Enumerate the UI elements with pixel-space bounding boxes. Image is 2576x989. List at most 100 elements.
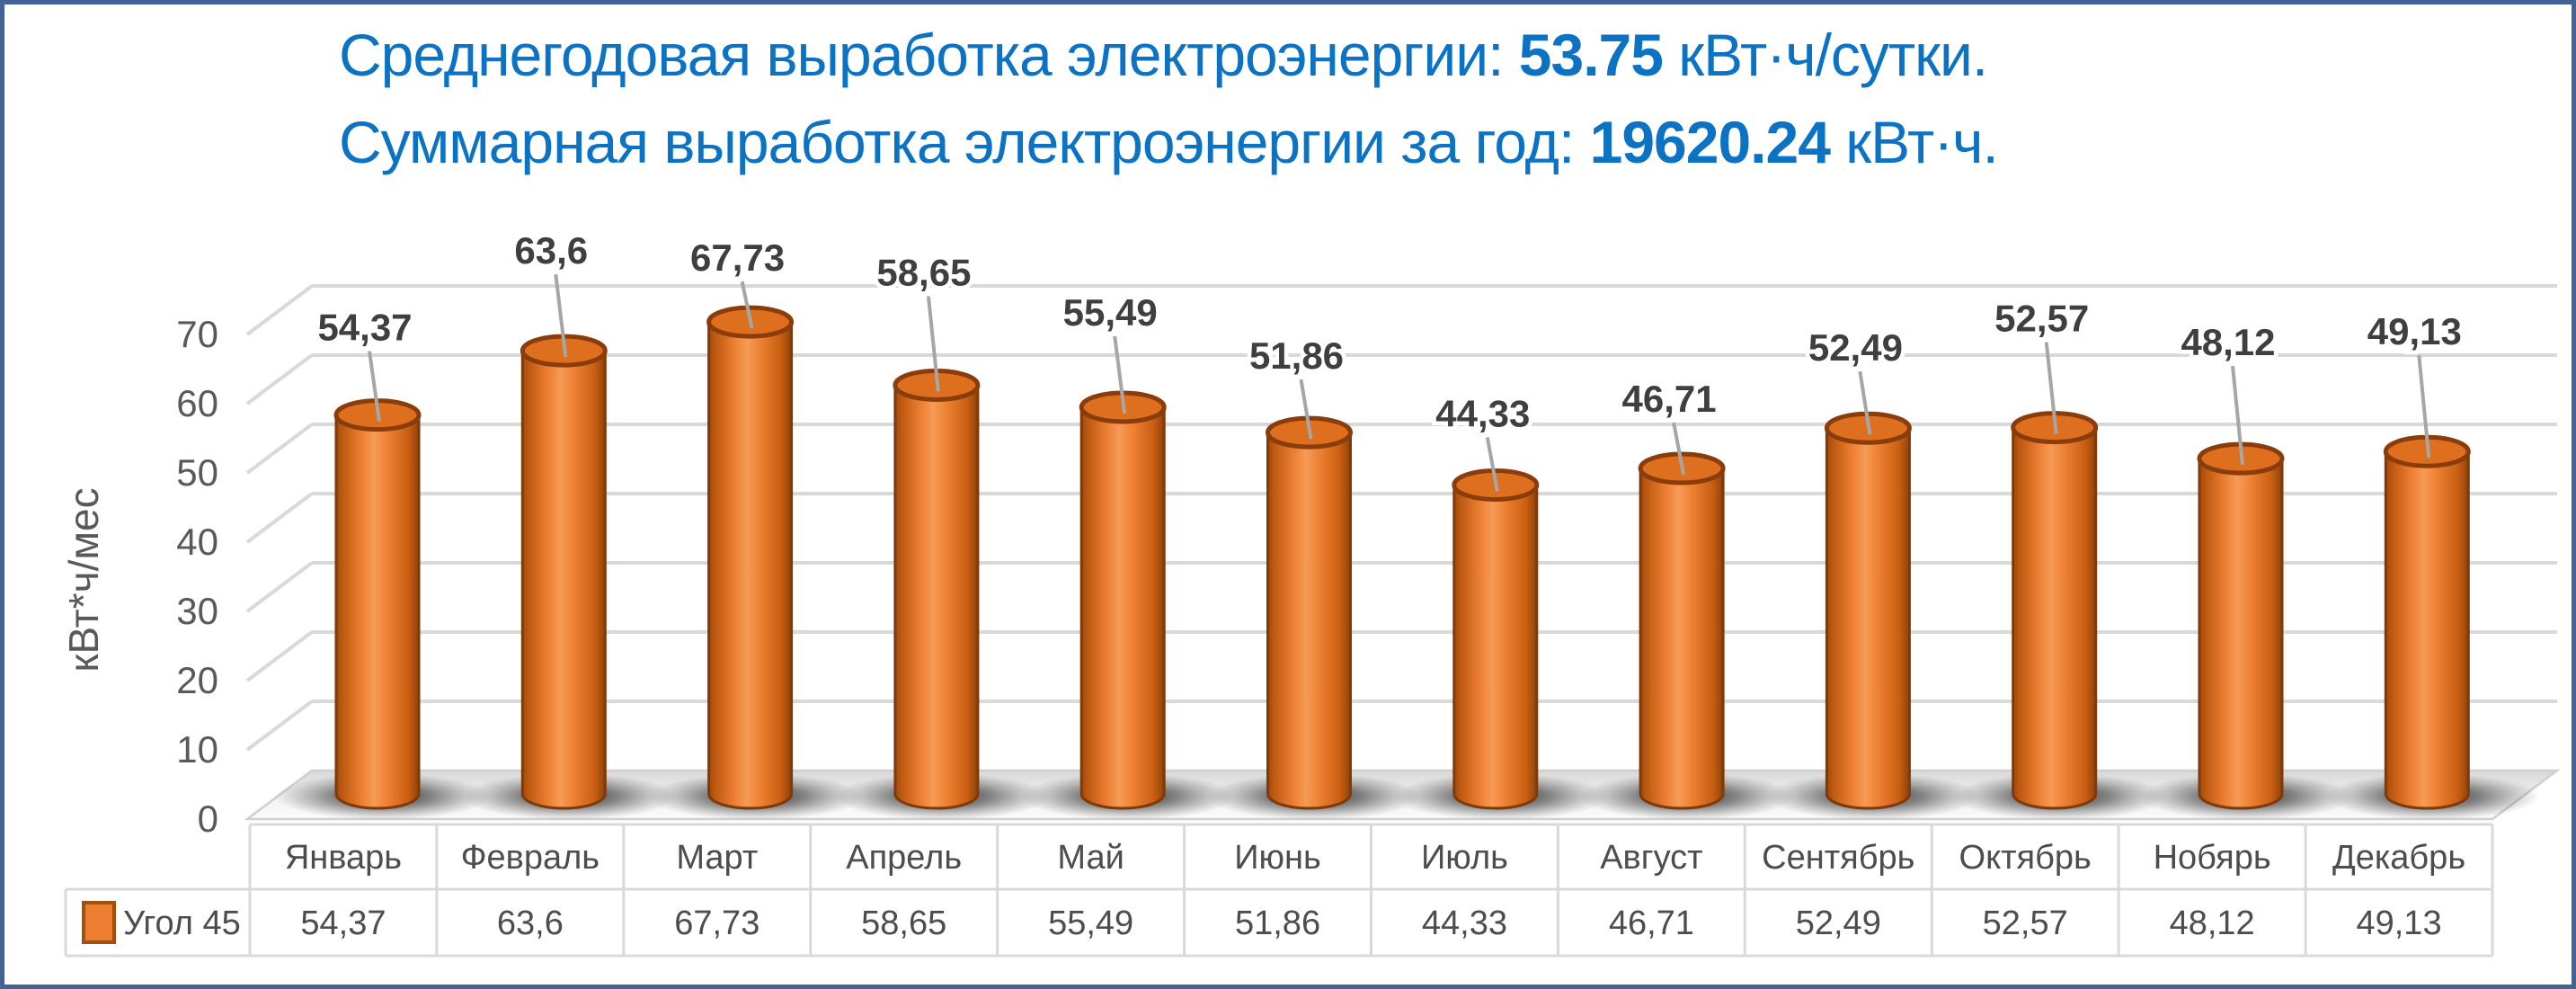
bar-body xyxy=(1825,426,1911,810)
y-tick-label: 60 xyxy=(176,382,218,424)
title-1-prefix: Среднегодовая выработка электроэнергии: xyxy=(339,22,1519,88)
month-cell: Август xyxy=(1600,839,1702,877)
title-1-suffix: кВт·ч/сутки. xyxy=(1662,22,1988,88)
bar-value-label: 52,49 xyxy=(1808,326,1903,369)
bar-body xyxy=(334,414,421,810)
cylinder-bar-chart: 54,37 63,6 67,73 58,65 55,49 51,86 44,33 46,71 5… xyxy=(60,226,2561,958)
bar-body xyxy=(2012,426,2098,810)
title-2-suffix: кВт·ч. xyxy=(1829,109,1999,175)
title-line-1: Среднегодовая выработка электроэнергии: … xyxy=(339,12,1998,99)
month-cell: Нобярь xyxy=(2154,839,2271,877)
gridline-diagonal xyxy=(245,353,314,405)
table-value-cell: 48,12 xyxy=(2170,904,2255,942)
gridline-diagonal xyxy=(245,561,314,613)
bar-cylinder xyxy=(1266,415,1353,810)
title-2-value: 19620.24 xyxy=(1589,109,1831,175)
bar-body xyxy=(893,383,980,810)
title-1-value: 53.75 xyxy=(1518,22,1664,88)
gridline-diagonal xyxy=(245,699,314,752)
month-cell: Декабрь xyxy=(2332,839,2465,877)
table-value-cell: 46,71 xyxy=(1609,904,1694,942)
bar-value-label: 58,65 xyxy=(876,251,971,293)
bar-value-label: 49,13 xyxy=(2367,310,2462,352)
y-axis: 0 10 20 30 40 50 60 70 кВт*ч/мес xyxy=(60,313,218,840)
bar-value-label: 55,49 xyxy=(1063,291,1158,334)
bar-value-labels: 54,37 63,6 67,73 58,65 55,49 51,86 44,33 46,71 5… xyxy=(314,226,2465,492)
table-value-cell: 58,65 xyxy=(861,904,946,942)
data-table: Январь Февраль Март Апрель Май Июнь Июль Август… xyxy=(64,823,2494,958)
bar-cylinder xyxy=(1079,390,1167,810)
gridline-diagonal xyxy=(245,284,314,336)
bar-body xyxy=(1639,467,1725,810)
bar-cylinder xyxy=(1638,451,1726,810)
y-tick-label: 0 xyxy=(198,797,218,840)
table-value-cell: 52,57 xyxy=(1983,904,2068,942)
leader-line xyxy=(2417,355,2431,459)
legend-label: Угол 45 xyxy=(123,904,241,942)
bar-cylinder xyxy=(1452,468,1540,810)
bar-body xyxy=(1079,405,1166,810)
bar-cylinder xyxy=(1824,411,1912,810)
bar-cylinder xyxy=(2011,411,2099,810)
leader-line xyxy=(1113,335,1127,414)
bar-value-label: 44,33 xyxy=(1435,392,1530,434)
bar-value-label: 52,57 xyxy=(1994,298,2089,340)
month-cell: Февраль xyxy=(461,839,600,877)
leader-line xyxy=(368,351,381,422)
bar-value-label: 48,12 xyxy=(2181,321,2275,363)
leader-line xyxy=(554,273,568,358)
y-tick-label: 40 xyxy=(176,521,218,563)
leader-line xyxy=(1858,370,1872,435)
table-value-cell: 44,33 xyxy=(1422,904,1507,942)
leader-line xyxy=(2044,342,2058,434)
gridline-diagonal xyxy=(245,630,314,682)
month-cell: Июль xyxy=(1421,839,1508,877)
month-cell: Апрель xyxy=(846,839,962,877)
table-value-cell: 49,13 xyxy=(2356,904,2441,942)
leader-line xyxy=(2231,365,2244,466)
bar-value-label: 67,73 xyxy=(690,236,785,279)
month-cell: Октябрь xyxy=(1959,839,2092,877)
table-value-cell: 67,73 xyxy=(674,904,759,942)
y-tick-label: 10 xyxy=(176,728,218,771)
y-tick-label: 20 xyxy=(176,659,218,701)
y-tick-label: 70 xyxy=(176,313,218,355)
chart-title: Среднегодовая выработка электроэнергии: … xyxy=(339,12,1999,186)
bar-cylinder xyxy=(520,334,608,810)
leader-line xyxy=(740,281,754,329)
y-tick-label: 50 xyxy=(176,451,218,494)
table-value-cell: 63,6 xyxy=(497,904,564,942)
table-value-cell: 52,49 xyxy=(1796,904,1881,942)
bar-value-label: 51,86 xyxy=(1249,334,1344,377)
month-cell: Январь xyxy=(285,839,402,877)
bar-body xyxy=(2198,457,2284,810)
leader-line xyxy=(1299,379,1313,440)
bar-value-label: 63,6 xyxy=(514,229,588,272)
bar-cylinder xyxy=(706,305,795,810)
bar-cylinder xyxy=(893,368,981,810)
month-cell: Март xyxy=(676,839,758,877)
leader-line xyxy=(926,296,940,392)
bar-cylinder xyxy=(2197,441,2285,810)
bar-cylinder xyxy=(2383,434,2471,810)
gridlines xyxy=(245,284,2557,752)
legend-marker xyxy=(82,901,116,944)
y-axis-title: кВт*ч/мес xyxy=(60,487,107,672)
month-cell: Июнь xyxy=(1234,839,1321,877)
table-value-cell: 54,37 xyxy=(300,904,386,942)
table-value-cell: 55,49 xyxy=(1048,904,1133,942)
bars xyxy=(333,305,2471,810)
bar-cylinder xyxy=(333,398,422,810)
gridline-diagonal xyxy=(245,492,314,544)
bar-body xyxy=(2384,450,2470,810)
bar-value-label: 46,71 xyxy=(1622,378,1717,420)
leader-line xyxy=(1485,437,1499,492)
bar-value-label: 54,37 xyxy=(317,307,412,349)
bar-body xyxy=(1452,483,1539,810)
leader-line xyxy=(1672,422,1686,476)
bar-body xyxy=(520,349,607,810)
month-cell: Сентябрь xyxy=(1762,839,1914,877)
bar-body xyxy=(1266,431,1352,810)
gridline-diagonal xyxy=(245,423,314,475)
